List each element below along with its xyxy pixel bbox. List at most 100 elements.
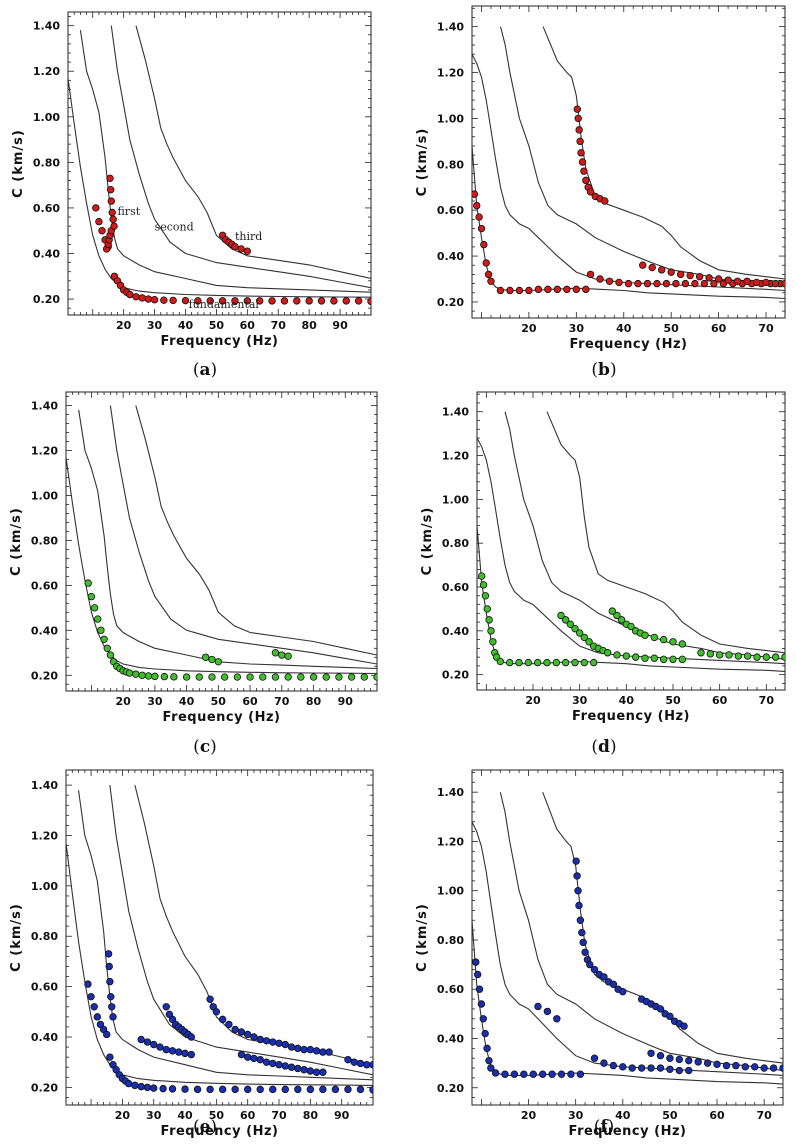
- data-point: [159, 1084, 167, 1093]
- y-tick-label: 1.20: [31, 444, 58, 457]
- y-tick-label: 1.00: [31, 880, 58, 893]
- y-tick-label: 0.80: [31, 930, 58, 943]
- panel-a: 20 30 40 50 60 70 80 90 0.20 0.40 0.60 0.80 1.00 1.20…: [11, 11, 372, 380]
- data-point: [641, 654, 649, 662]
- data-point: [650, 633, 659, 642]
- data-point: [491, 1069, 500, 1077]
- data-point: [162, 1003, 170, 1011]
- data-point: [475, 213, 483, 221]
- dispersion-curve-mode-3: [135, 25, 371, 280]
- data-point: [628, 1064, 636, 1072]
- data-point: [344, 1085, 352, 1094]
- y-tick-label: 1.00: [442, 493, 469, 506]
- data-point: [561, 658, 570, 667]
- y-tick-label: 0.20: [437, 296, 464, 309]
- data-point: [714, 275, 723, 283]
- data-point: [160, 672, 169, 681]
- data-series: [608, 607, 687, 648]
- data-point: [269, 1038, 277, 1046]
- dispersion-curve-mode-0: [477, 525, 785, 672]
- data-point: [574, 886, 582, 895]
- data-series: [472, 958, 495, 1072]
- data-point: [104, 950, 113, 958]
- data-point: [580, 167, 588, 175]
- data-point: [297, 673, 305, 681]
- data-point: [489, 638, 497, 646]
- data-point: [697, 649, 705, 657]
- data-point: [732, 1061, 740, 1070]
- data-point: [312, 1068, 321, 1076]
- data-point: [90, 604, 99, 612]
- data-point: [639, 261, 647, 269]
- data-point: [206, 297, 214, 305]
- data-point: [208, 655, 216, 664]
- data-point: [538, 1070, 547, 1078]
- panel-label: (e): [193, 1117, 217, 1137]
- data-point: [647, 1049, 655, 1057]
- data-point: [577, 149, 585, 157]
- data-series: [472, 190, 495, 285]
- data-point: [496, 286, 505, 295]
- data-point: [552, 658, 561, 667]
- data-point: [275, 1039, 283, 1047]
- data-point: [201, 653, 210, 661]
- x-tick-label: 90: [338, 695, 354, 708]
- data-point: [131, 1081, 139, 1090]
- data-point: [667, 268, 675, 276]
- data-point: [225, 1020, 233, 1029]
- data-point: [484, 270, 493, 279]
- data-point: [305, 297, 313, 305]
- data-point: [87, 592, 96, 601]
- data-point: [181, 296, 190, 305]
- x-tick-label: 80: [303, 1109, 319, 1122]
- panel-letter: b: [598, 360, 610, 380]
- x-tick-label: 20: [521, 322, 537, 335]
- data-point: [525, 286, 533, 295]
- data-point: [574, 114, 582, 123]
- data-point: [586, 270, 595, 279]
- data-series: [573, 105, 609, 205]
- data-point: [107, 992, 115, 1001]
- data-point: [256, 1035, 264, 1044]
- data-point: [480, 240, 488, 249]
- data-series: [590, 1054, 693, 1075]
- data-point: [271, 649, 280, 657]
- data-point: [643, 279, 652, 288]
- dispersion-curve-mode-3: [134, 784, 373, 1066]
- data-series: [137, 1035, 196, 1059]
- x-tick-label: 60: [240, 319, 256, 332]
- data-point: [246, 673, 254, 681]
- y-tick-label: 1.40: [437, 21, 464, 34]
- y-tick-label: 1.00: [437, 885, 464, 898]
- data-point: [653, 279, 661, 288]
- data-series: [496, 657, 598, 667]
- y-axis-label: C (km/s): [11, 129, 26, 198]
- data-point: [487, 1064, 495, 1072]
- data-point: [543, 658, 551, 667]
- data-point: [600, 973, 608, 981]
- y-tick-label: 1.00: [437, 112, 464, 125]
- data-point: [678, 655, 687, 664]
- dispersion-curve-mode-3: [542, 792, 783, 1064]
- plot-area: [472, 26, 785, 300]
- data-point: [695, 273, 704, 281]
- data-point: [354, 297, 363, 305]
- data-point: [231, 242, 239, 251]
- data-point: [751, 1063, 759, 1071]
- x-tick-label: 70: [271, 319, 287, 332]
- data-point: [151, 672, 159, 681]
- x-tick-label: 40: [178, 319, 194, 332]
- y-tick-label: 0.60: [442, 581, 469, 594]
- dispersion-curve-mode-1: [472, 821, 783, 1076]
- data-point: [580, 633, 589, 642]
- data-point: [586, 960, 594, 969]
- x-tick-label: 30: [572, 694, 588, 707]
- data-point: [181, 1085, 189, 1093]
- data-point: [212, 1008, 221, 1016]
- data-point: [501, 1070, 509, 1078]
- data-point: [269, 1085, 277, 1094]
- y-tick-label: 0.40: [437, 250, 464, 263]
- y-axis-label: C (km/s): [9, 903, 24, 972]
- data-point: [108, 1003, 116, 1011]
- data-point: [294, 1044, 302, 1053]
